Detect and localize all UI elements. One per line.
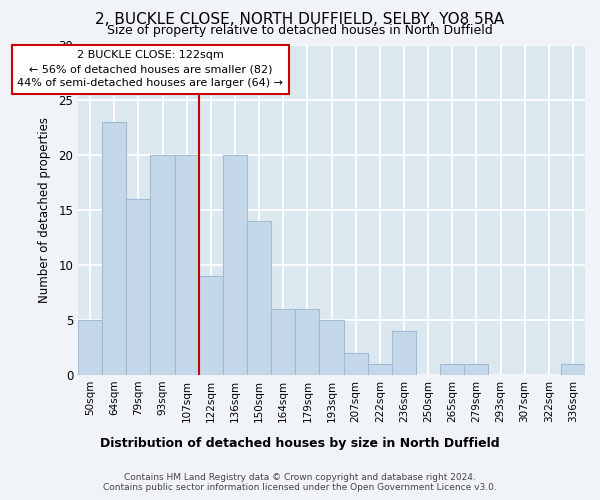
Bar (295, 309, 319, 375)
Bar (102, 122, 126, 375)
Bar (78, 320, 102, 375)
Y-axis label: Number of detached properties: Number of detached properties (38, 117, 52, 303)
Bar (151, 155, 175, 375)
Text: Contains public sector information licensed under the Open Government Licence v3: Contains public sector information licen… (103, 484, 497, 492)
Bar (440, 364, 464, 375)
Bar (271, 309, 295, 375)
Bar (561, 364, 585, 375)
Text: Distribution of detached houses by size in North Duffield: Distribution of detached houses by size … (100, 438, 500, 450)
Bar (319, 320, 344, 375)
Bar (464, 364, 488, 375)
Text: 2 BUCKLE CLOSE: 122sqm
← 56% of detached houses are smaller (82)
44% of semi-det: 2 BUCKLE CLOSE: 122sqm ← 56% of detached… (17, 50, 283, 88)
Text: Contains HM Land Registry data © Crown copyright and database right 2024.: Contains HM Land Registry data © Crown c… (124, 472, 476, 482)
Bar (344, 353, 368, 375)
Bar (175, 155, 199, 375)
Bar (126, 199, 151, 375)
Bar (368, 364, 392, 375)
Bar (223, 155, 247, 375)
Bar (199, 276, 223, 375)
Text: Size of property relative to detached houses in North Duffield: Size of property relative to detached ho… (107, 24, 493, 37)
Bar (392, 331, 416, 375)
Text: 2, BUCKLE CLOSE, NORTH DUFFIELD, SELBY, YO8 5RA: 2, BUCKLE CLOSE, NORTH DUFFIELD, SELBY, … (95, 12, 505, 28)
Bar (247, 221, 271, 375)
